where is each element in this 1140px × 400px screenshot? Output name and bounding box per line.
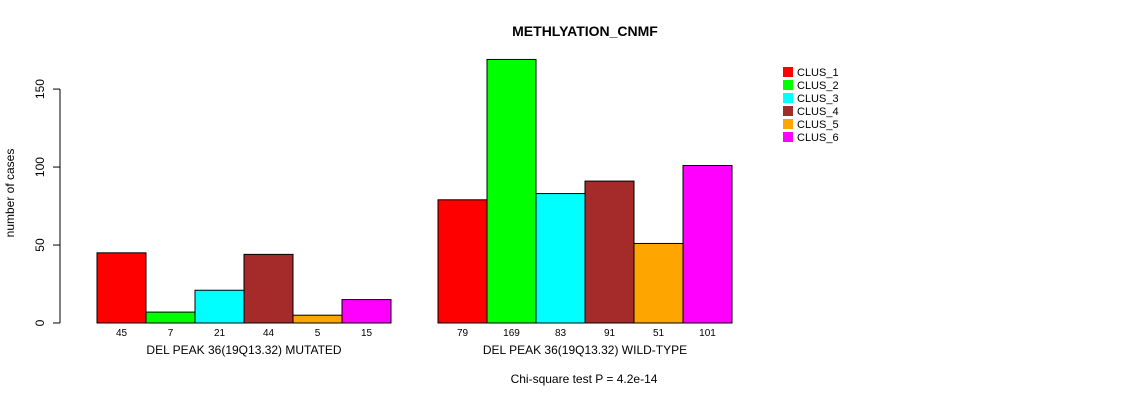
bar-value-label: 51 (653, 328, 665, 339)
bar-mutated-clus-5 (292, 314, 343, 324)
bar-wild-type-clus-5 (633, 242, 684, 324)
group-labels: DEL PEAK 36(19Q13.32) MUTATED DEL PEAK 36… (146, 343, 687, 357)
bar-value-label: 5 (315, 328, 321, 339)
group-label: DEL PEAK 36(19Q13.32) MUTATED (146, 343, 342, 357)
bars (96, 58, 733, 324)
legend-entry: CLUS_3 (797, 93, 839, 105)
bar-mutated-clus-1 (96, 252, 147, 324)
legend-swatch (783, 119, 793, 129)
y-tick-label: 50 (33, 238, 47, 252)
y-axis: 0 50 100 150 (33, 79, 61, 326)
legend-swatch (783, 67, 793, 77)
legend-swatch (783, 80, 793, 90)
legend-entry: CLUS_1 (797, 67, 839, 79)
bar-value-label: 83 (555, 328, 567, 339)
y-tick-label: 0 (33, 319, 47, 326)
bar-value-label: 45 (116, 328, 128, 339)
chart-title: METHLYATION_CNMF (512, 23, 658, 39)
bar-value-label: 21 (214, 328, 226, 339)
bar-mutated-clus-3 (194, 289, 245, 324)
legend-entry: CLUS_6 (797, 132, 839, 144)
legend-entry: CLUS_4 (797, 106, 839, 118)
bar-mutated-clus-6 (341, 299, 392, 324)
y-axis-label: number of cases (3, 149, 17, 238)
bar-value-label: 101 (699, 328, 716, 339)
bar-value-label: 91 (604, 328, 616, 339)
bar-mutated-clus-4 (243, 253, 294, 324)
legend-swatch (783, 93, 793, 103)
legend-entry: CLUS_5 (797, 119, 839, 131)
legend-swatch (783, 132, 793, 142)
legend-entry: CLUS_2 (797, 80, 839, 92)
bar-wild-type-clus-3 (535, 193, 586, 324)
chi-square-annotation: Chi-square test P = 4.2e-14 (511, 372, 658, 386)
bar-wild-type-clus-4 (584, 180, 635, 324)
y-tick-label: 100 (33, 157, 47, 177)
bar-value-label: 169 (503, 328, 520, 339)
bar-value-label: 7 (168, 328, 174, 339)
bar-wild-type-clus-6 (682, 164, 733, 324)
bar-value-label: 15 (361, 328, 373, 339)
y-tick-label: 150 (33, 79, 47, 99)
legend-swatch (783, 106, 793, 116)
bar-wild-type-clus-1 (437, 199, 488, 324)
bar-value-label: 44 (263, 328, 275, 339)
bar-labels: 45 7 21 44 5 15 79 169 83 91 51 101 (116, 328, 716, 339)
bar-wild-type-clus-2 (486, 58, 537, 324)
group-label: DEL PEAK 36(19Q13.32) WILD-TYPE (483, 343, 687, 357)
bar-mutated-clus-2 (145, 311, 196, 324)
bar-value-label: 79 (457, 328, 469, 339)
